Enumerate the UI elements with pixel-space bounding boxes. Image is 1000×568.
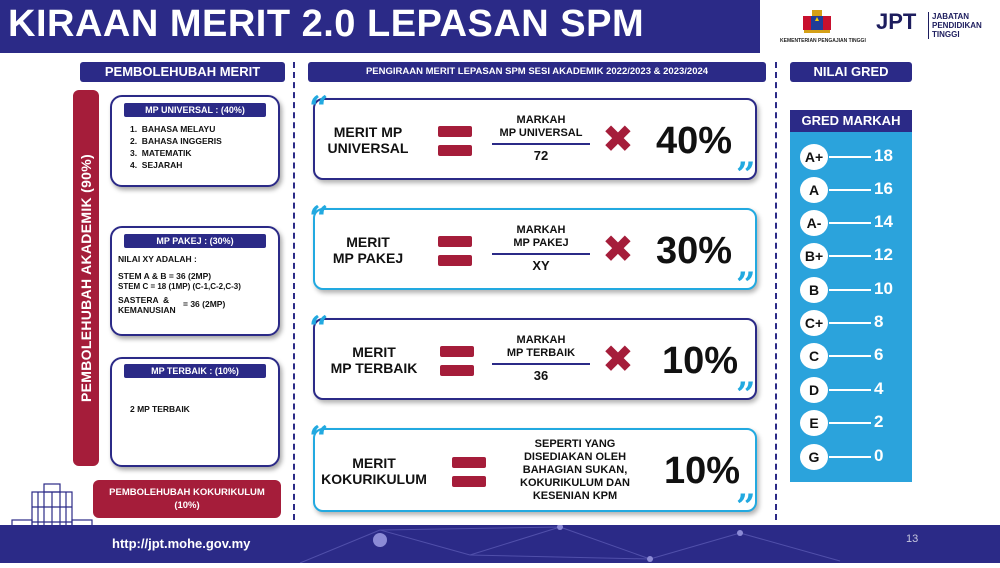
heading-pengiraan-merit: PENGIRAAN MERIT LEPASAN SPM SESI AKADEMI…: [308, 62, 766, 82]
grade-row: A- 14: [800, 210, 905, 236]
academic-variable-bar: [73, 90, 99, 466]
formula-label: MERIT MP UNIVERSAL: [327, 124, 409, 156]
formula-box-pakej: [313, 208, 757, 290]
formula-label: MERIT MP TERBAIK: [330, 344, 418, 376]
grade-row: A+ 18: [800, 144, 905, 170]
equals-icon: [440, 346, 474, 376]
list-item: 3. MATEMATIK: [130, 148, 192, 158]
mp-universal-list: 1. BAHASA MELAYU 2. BAHASA INGGERIS 3. M…: [130, 123, 222, 171]
kokurikulum-description: SEPERTI YANG DISEDIAKAN OLEH BAHAGIAN SU…: [520, 438, 630, 502]
mp-pakej-kemanusian-value: = 36 (2MP): [183, 299, 226, 309]
jpt-logo: JPT: [876, 9, 917, 34]
quote-close-icon: ”: [736, 155, 756, 195]
quote-open-icon: “: [309, 199, 329, 239]
heading-pembolehubah-merit: PEMBOLEHUBAH MERIT: [80, 62, 285, 82]
mp-pakej-tag: MP PAKEJ : (30%): [124, 234, 266, 248]
kokurikulum-variable: PEMBOLEHUBAH KOKURIKULUM (10%): [93, 480, 281, 518]
mp-pakej-stem-ab: STEM A & B = 36 (2MP): [118, 271, 212, 281]
fraction: MARKAH MP PAKEJ XY: [486, 224, 596, 273]
equals-icon: [452, 457, 486, 487]
fraction: MARKAH MP TERBAIK 36: [486, 334, 596, 383]
quote-open-icon: “: [309, 89, 329, 129]
weight-percent: 30%: [656, 230, 733, 272]
mp-pakej-kemanusian: KEMANUSIAN: [118, 305, 176, 315]
divider-left: [293, 62, 295, 520]
footer-bar: [0, 525, 1000, 563]
mp-terbaik-text: 2 MP TERBAIK: [130, 404, 190, 414]
quote-close-icon: ”: [736, 375, 756, 415]
ministry-crest-icon: [800, 8, 834, 36]
formula-box-universal: [313, 98, 757, 180]
grade-row: B 10: [800, 277, 905, 303]
quote-close-icon: ”: [736, 487, 756, 527]
list-item: 4. SEJARAH: [130, 160, 183, 170]
quote-open-icon: “: [309, 309, 329, 349]
weight-percent: 10%: [662, 340, 739, 382]
page-number: 13: [906, 533, 919, 545]
grade-row: A 16: [800, 177, 905, 203]
divider-right: [775, 62, 777, 520]
equals-icon: [438, 126, 472, 156]
multiply-icon: ✖: [602, 119, 634, 161]
footer-url[interactable]: http://jpt.mohe.gov.my: [112, 536, 251, 551]
fraction: MARKAH MP UNIVERSAL 72: [486, 114, 596, 163]
title-bar: [0, 0, 760, 53]
mp-terbaik-tag: MP TERBAIK : (10%): [124, 364, 266, 378]
jpt-subtitle: JABATAN PENDIDIKAN TINGGI: [928, 12, 982, 39]
quote-close-icon: ”: [736, 265, 756, 305]
mp-universal-tag: MP UNIVERSAL : (40%): [124, 103, 266, 117]
list-item: 1. BAHASA MELAYU: [130, 124, 216, 134]
mp-pakej-sastera: SASTERA &: [118, 295, 170, 305]
page-title: KIRAAN MERIT 2.0 LEPASAN SPM: [8, 3, 645, 45]
heading-nilai-gred: NILAI GRED: [790, 62, 912, 82]
quote-open-icon: “: [309, 419, 329, 459]
weight-percent: 40%: [656, 120, 733, 162]
mp-pakej-stem-c: STEM C = 18 (1MP) (C-1,C-2,C-3): [118, 282, 241, 291]
mp-pakej-intro: NILAI XY ADALAH :: [118, 254, 197, 264]
grade-row: B+ 12: [800, 243, 905, 269]
academic-variable-label: PEMBOLEHUBAH AKADEMIK (90%): [78, 154, 94, 402]
multiply-icon: ✖: [602, 339, 634, 381]
grade-panel-heading: GRED MARKAH: [790, 110, 912, 132]
equals-icon: [438, 236, 472, 266]
formula-label: MERIT MP PAKEJ: [332, 234, 404, 266]
ministry-label: KEMENTERIAN PENGAJIAN TINGGI: [780, 38, 866, 44]
weight-percent: 10%: [664, 450, 741, 492]
grade-row: C+ 8: [800, 310, 905, 336]
formula-box-terbaik: [313, 318, 757, 400]
formula-box-kokurikulum: [313, 428, 757, 512]
multiply-icon: ✖: [602, 229, 634, 271]
formula-label: MERIT KOKURIKULUM: [321, 455, 427, 487]
list-item: 2. BAHASA INGGERIS: [130, 136, 222, 146]
